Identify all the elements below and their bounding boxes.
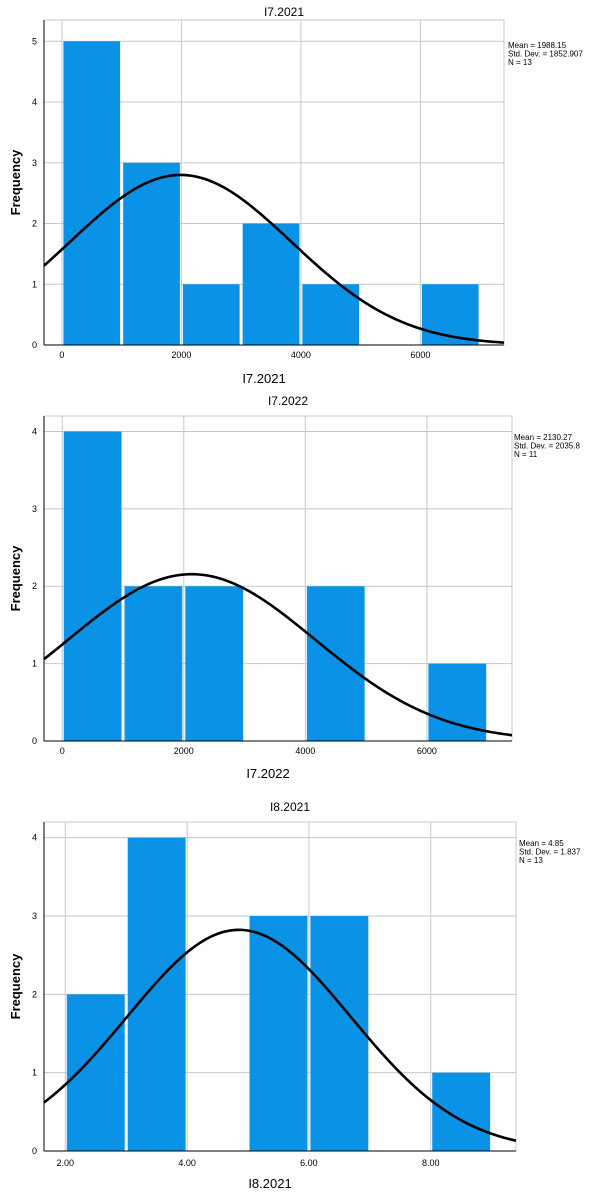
histogram-bar [63,431,122,741]
histogram-bar [302,284,360,345]
stats-line: Mean = 1988.15 [508,41,567,50]
y-tick-label: 2 [32,581,37,591]
stats-line: N = 13 [519,856,543,865]
histogram-3: 0 1 2 3 4 2.00 4.00 6.00 8.00 I8.2021 I8.2021 Frequ… [8,800,581,1191]
x-tick-label: 8.00 [422,1158,440,1168]
histogram-1: 0 1 2 3 4 5 0 2000 4000 6000 I7.2021 I7.2021 Frequen… [8,5,583,386]
x-tick-label: 2.00 [57,1158,75,1168]
x-tick-label: 2000 [171,350,191,360]
x-tick-label: 0 [59,350,64,360]
histogram-bar [185,586,244,741]
histogram-bar [421,284,479,345]
x-tick-label: 6000 [417,746,437,756]
chart-title: I7.2021 [264,5,304,19]
x-tick-label: 2000 [174,746,194,756]
stats-line: Mean = 4.85 [519,839,564,848]
histogram-bar [66,994,125,1151]
x-tick-label: 4000 [295,746,315,756]
stats-line: N = 11 [514,450,538,459]
stats-line: Std. Dev. = 1852.907 [508,50,583,59]
y-tick-label: 1 [32,1068,37,1078]
histogram-bar [124,586,183,741]
x-tick-label: 4.00 [178,1158,196,1168]
y-tick-label: 4 [32,426,37,436]
y-tick-label: 2 [32,989,37,999]
histogram-bar [127,837,186,1151]
normal-curve [43,173,505,344]
histogram-2: 0 1 2 3 4 0 2000 4000 6000 I7.2022 I7.2022 Frequenc… [8,394,580,781]
x-tick-label: 6.00 [300,1158,318,1168]
histogram-bar [249,916,308,1151]
y-tick-label: 1 [32,279,37,289]
y-tick-label: 2 [32,219,37,229]
histogram-bar [182,284,240,345]
histogram-bar [310,916,369,1151]
y-tick-label: 0 [32,1146,37,1156]
histogram-bar [242,223,300,345]
y-tick-label: 3 [32,158,37,168]
histogram-bar [306,586,365,741]
y-tick-label: 5 [32,36,37,46]
y-tick-label: 3 [32,911,37,921]
normal-curve [43,572,513,737]
y-tick-label: 0 [32,736,37,746]
y-axis-label: Frequency [8,149,23,216]
y-tick-label: 1 [32,659,37,669]
histogram-bar [432,1072,491,1151]
y-tick-label: 4 [32,833,37,843]
stats-line: Std. Dev. = 2035.8 [514,442,580,451]
x-tick-label: 6000 [410,350,430,360]
y-axis-label: Frequency [8,953,23,1020]
x-axis-label: I8.2021 [248,1176,291,1191]
chart-title: I8.2021 [270,800,310,814]
y-tick-label: 4 [32,97,37,107]
stats-line: Mean = 2130.27 [514,433,573,442]
histogram-bar [63,41,121,345]
x-tick-label: 0 [60,746,65,756]
x-axis-label: I7.2021 [242,371,285,386]
stats-line: N = 13 [508,58,532,67]
x-tick-label: 4000 [291,350,311,360]
y-tick-label: 0 [32,340,37,350]
normal-curve [43,928,517,1142]
chart-title: I7.2022 [268,394,308,408]
histogram-bar [123,162,180,345]
x-axis-label: I7.2022 [246,766,289,781]
y-axis-label: Frequency [8,545,23,612]
stats-line: Std. Dev. = 1.837 [519,848,581,857]
y-tick-label: 3 [32,504,37,514]
